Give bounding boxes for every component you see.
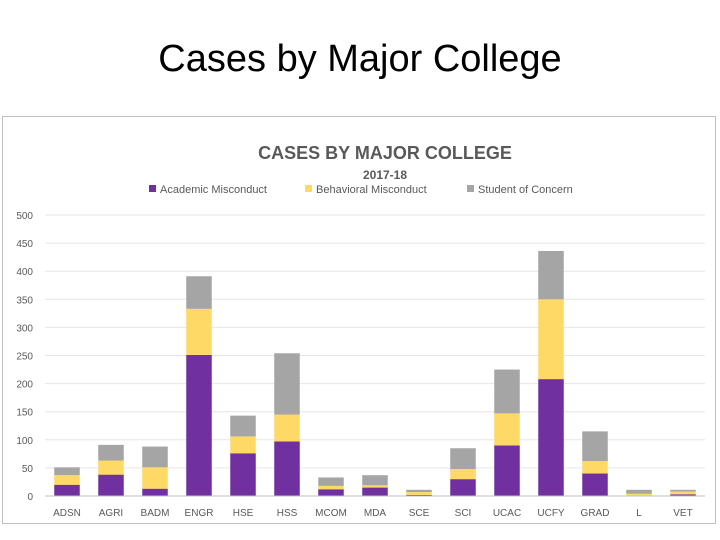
y-axis-ticks: 0 50 100 150 200 250 300 350 400 450 500 [16, 211, 33, 503]
x-tick-label: HSE [233, 508, 254, 519]
bar-grad-concern [582, 431, 608, 462]
bar-agri-academic [98, 474, 124, 496]
y-tick-label: 500 [16, 211, 33, 222]
legend-label-academic: Academic Misconduct [160, 184, 267, 196]
bar-badm-behavioral [142, 467, 168, 489]
bars [54, 250, 696, 496]
legend: Academic Misconduct Behavioral Misconduc… [149, 184, 573, 196]
bar-mcom-concern [318, 477, 344, 486]
bar-grad-behavioral [582, 461, 608, 474]
bar-ucfy-behavioral [538, 299, 564, 380]
legend-label-behavioral: Behavioral Misconduct [316, 184, 427, 196]
x-tick-label: UCAC [493, 508, 521, 519]
bar-mda-behavioral [362, 485, 388, 488]
y-tick-label: 450 [16, 239, 33, 250]
bar-ucac-academic [494, 445, 520, 496]
bar-engr-behavioral [186, 308, 212, 355]
bar-badm-concern [142, 446, 168, 468]
x-tick-label: L [636, 508, 642, 519]
x-tick-label: ADSN [53, 508, 81, 519]
legend-label-concern: Student of Concern [478, 184, 573, 196]
x-tick-label: VET [673, 508, 692, 519]
chart-frame: CASES BY MAJOR COLLEGE 2017-18 Academic … [2, 116, 716, 524]
bar-mcom-academic [318, 489, 344, 496]
legend-swatch-concern [467, 185, 474, 192]
bar-ucac-behavioral [494, 413, 520, 446]
stacked-bar-chart: CASES BY MAJOR COLLEGE 2017-18 Academic … [16, 143, 705, 519]
chart-title: CASES BY MAJOR COLLEGE [258, 143, 512, 163]
x-axis-ticks: ADSN AGRI BADM ENGR HSE HSS MCOM MDA SCE SCI UCAC U… [53, 508, 693, 519]
bar-grad-academic [582, 473, 608, 496]
bar-agri-concern [98, 444, 124, 461]
bar-adsn-concern [54, 467, 80, 476]
gridlines [45, 214, 705, 469]
bar-mcom-behavioral [318, 485, 344, 490]
y-tick-label: 150 [16, 408, 33, 419]
x-tick-label: SCE [409, 508, 430, 519]
y-tick-label: 50 [22, 464, 34, 475]
bar-hse-behavioral [230, 436, 256, 454]
bar-ucfy-academic [538, 379, 564, 496]
bar-agri-behavioral [98, 460, 124, 475]
x-tick-label: SCI [455, 508, 472, 519]
y-tick-label: 400 [16, 267, 33, 278]
bar-adsn-academic [54, 484, 80, 496]
x-tick-label: ENGR [185, 508, 214, 519]
bar-sce-concern [406, 489, 432, 493]
y-tick-label: 0 [27, 492, 33, 503]
bar-ucac-concern [494, 369, 520, 414]
y-tick-label: 250 [16, 352, 33, 363]
bar-mda-concern [362, 475, 388, 486]
bar-sce-behavioral [406, 492, 432, 495]
x-tick-label: MDA [364, 508, 387, 519]
bar-l-behavioral [626, 493, 652, 496]
x-tick-label: MCOM [315, 508, 347, 519]
bar-hss-academic [274, 441, 300, 496]
bar-mda-academic [362, 487, 388, 496]
bar-engr-concern [186, 276, 212, 309]
chart-subtitle: 2017-18 [363, 168, 407, 182]
x-tick-label: UCFY [537, 508, 565, 519]
bar-badm-academic [142, 488, 168, 496]
bar-vet-concern [670, 489, 696, 492]
bar-sci-behavioral [450, 469, 476, 480]
y-tick-label: 350 [16, 295, 33, 306]
bar-vet-behavioral [670, 491, 696, 495]
bar-engr-academic [186, 354, 212, 496]
legend-swatch-academic [149, 185, 156, 192]
x-tick-label: HSS [277, 508, 298, 519]
x-tick-label: BADM [141, 508, 170, 519]
bar-l-concern [626, 489, 652, 494]
y-tick-label: 300 [16, 323, 33, 334]
bar-vet-academic [670, 494, 696, 496]
y-tick-label: 200 [16, 380, 33, 391]
legend-swatch-behavioral [305, 185, 312, 192]
bar-sci-academic [450, 479, 476, 496]
bar-sce-academic [406, 494, 432, 496]
bar-sci-concern [450, 448, 476, 470]
x-tick-label: AGRI [99, 508, 123, 519]
bar-hss-behavioral [274, 414, 300, 442]
y-tick-label: 100 [16, 436, 33, 447]
bar-hse-concern [230, 415, 256, 437]
x-tick-label: GRAD [581, 508, 610, 519]
slide-title: Cases by Major College [158, 38, 562, 80]
bar-adsn-behavioral [54, 475, 80, 485]
bar-ucfy-concern [538, 250, 564, 300]
bar-hse-academic [230, 453, 256, 496]
bar-hss-concern [274, 353, 300, 415]
